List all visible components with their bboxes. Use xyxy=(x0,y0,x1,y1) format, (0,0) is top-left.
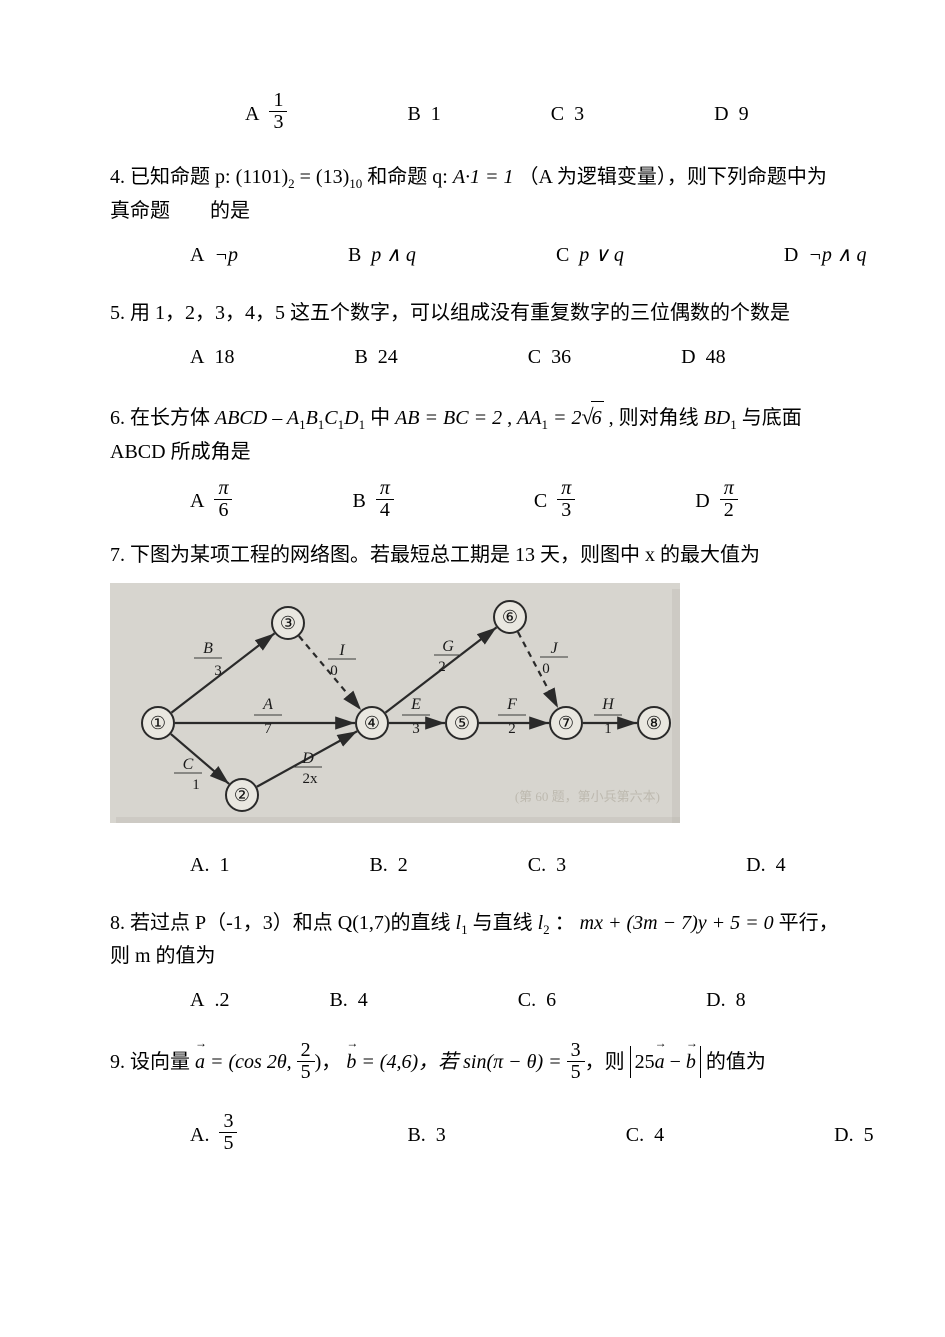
svg-text:①: ① xyxy=(150,713,166,733)
network-svg: (第 60 题，第小兵第六本)B3A7C1I0D2xG2E3F2J0H1①②③④… xyxy=(110,583,680,823)
svg-text:⑤: ⑤ xyxy=(454,713,470,733)
svg-text:3: 3 xyxy=(214,663,222,679)
q7-options: A.1 B.2 C.3 D.4 xyxy=(190,849,945,881)
q5-num: 5. xyxy=(110,302,125,324)
q5-opt-a: A18 xyxy=(190,341,234,373)
q7-network-diagram: (第 60 题，第小兵第六本)B3A7C1I0D2xG2E3F2J0H1①②③④… xyxy=(110,583,945,823)
option-body: 13 xyxy=(269,92,287,135)
q8-opt-a: A.2 xyxy=(190,984,229,1016)
q7-opt-c: C.3 xyxy=(528,849,566,881)
svg-text:⑦: ⑦ xyxy=(558,713,574,733)
q9-num: 9. xyxy=(110,1051,125,1073)
q8-options: A.2 B.4 C.6 D.8 xyxy=(190,984,945,1016)
svg-text:H: H xyxy=(601,696,615,713)
q9-opt-b: B.3 xyxy=(407,1113,445,1156)
q9-options: A.35 B.3 C.4 D.5 xyxy=(190,1113,945,1156)
q7-opt-a: A.1 xyxy=(190,849,229,881)
q5-opt-c: C36 xyxy=(528,341,571,373)
q4-opt-d: D ¬p ∧ q xyxy=(784,239,867,271)
svg-text:⑧: ⑧ xyxy=(646,713,662,733)
q4-opt-a: A ¬p xyxy=(190,239,238,271)
q4-opt-c: C p ∨ q xyxy=(556,239,624,271)
q6-opt-d: Dπ2 xyxy=(695,480,737,523)
q9-opt-d: D.5 xyxy=(834,1113,873,1156)
q8-opt-b: B.4 xyxy=(329,984,367,1016)
q3-options: A 13 B 1 C 3 D 9 xyxy=(245,92,945,135)
q6-opt-b: Bπ4 xyxy=(352,480,393,523)
svg-text:④: ④ xyxy=(364,713,380,733)
q5: 5. 用 1，2，3，4，5 这五个数字，可以组成没有重复数字的三位偶数的个数是 xyxy=(110,297,945,329)
q5-options: A18 B24 C36 D48 xyxy=(190,341,945,373)
q6: 6. 在长方体 ABCD – A1B1C1D1 中 AB = BC = 2 , … xyxy=(110,399,945,468)
q3-opt-c: C 3 xyxy=(551,92,584,135)
q6-num: 6. xyxy=(110,407,125,429)
q4-opt-b: B p ∧ q xyxy=(348,239,416,271)
svg-text:G: G xyxy=(442,638,454,655)
svg-text:1: 1 xyxy=(192,777,200,793)
svg-text:2x: 2x xyxy=(303,771,319,787)
q8: 8. 若过点 P（-1，3）和点 Q(1,7)的直线 l1 与直线 l2 ： m… xyxy=(110,907,945,973)
option-label: A xyxy=(245,98,259,130)
q6-opt-a: Aπ6 xyxy=(190,480,232,523)
q7-num: 7. xyxy=(110,544,125,566)
svg-text:⑥: ⑥ xyxy=(502,607,518,627)
q6-opt-c: Cπ3 xyxy=(534,480,575,523)
q9: 9. 设向量 a = (cos 2θ, 25)， b = (4,6)，若 sin… xyxy=(110,1042,945,1085)
q8-num: 8. xyxy=(110,912,125,934)
q8-opt-d: D.8 xyxy=(706,984,745,1016)
q6-options: Aπ6 Bπ4 Cπ3 Dπ2 xyxy=(190,480,945,523)
svg-text:③: ③ xyxy=(280,613,296,633)
svg-text:②: ② xyxy=(234,785,250,805)
svg-text:C: C xyxy=(183,756,194,773)
q9-opt-c: C.4 xyxy=(626,1113,664,1156)
svg-text:E: E xyxy=(410,696,421,713)
svg-text:A: A xyxy=(262,696,273,713)
svg-text:0: 0 xyxy=(330,663,338,679)
svg-text:0: 0 xyxy=(542,661,550,677)
svg-text:B: B xyxy=(203,640,213,657)
q4: 4. 已知命题 p: (1101)2 = (13)10 和命题 q: A·1 =… xyxy=(110,161,945,227)
svg-text:3: 3 xyxy=(412,721,420,737)
q4-num: 4. xyxy=(110,166,125,188)
svg-text:1: 1 xyxy=(604,721,612,737)
svg-text:(第 60 题，第小兵第六本): (第 60 题，第小兵第六本) xyxy=(515,789,660,804)
q9-opt-a: A.35 xyxy=(190,1113,237,1156)
q8-opt-c: C.6 xyxy=(518,984,556,1016)
svg-text:I: I xyxy=(338,642,345,659)
svg-text:J: J xyxy=(550,640,558,657)
svg-text:F: F xyxy=(506,696,517,713)
q5-opt-d: D48 xyxy=(681,341,725,373)
svg-text:2: 2 xyxy=(438,659,446,675)
q7-opt-b: B.2 xyxy=(369,849,407,881)
svg-text:D: D xyxy=(301,750,314,767)
q3-opt-b: B 1 xyxy=(407,92,440,135)
q5-opt-b: B24 xyxy=(354,341,397,373)
q3-opt-a: A 13 xyxy=(245,92,287,135)
q3-opt-d: D 9 xyxy=(714,92,748,135)
q7: 7. 下图为某项工程的网络图。若最短总工期是 13 天，则图中 x 的最大值为 xyxy=(110,539,945,571)
q7-opt-d: D.4 xyxy=(746,849,785,881)
svg-text:2: 2 xyxy=(508,721,516,737)
svg-text:7: 7 xyxy=(264,721,272,737)
q4-options: A ¬p B p ∧ q C p ∨ q D ¬p ∧ q xyxy=(190,239,945,271)
